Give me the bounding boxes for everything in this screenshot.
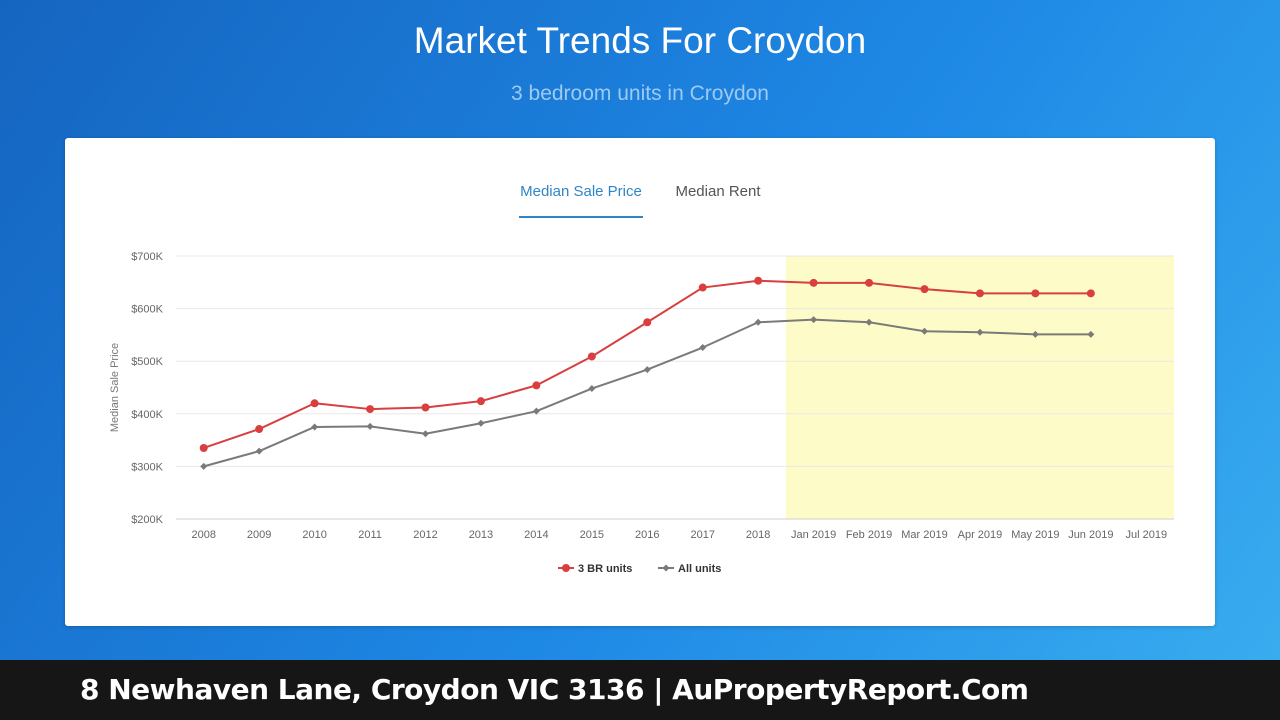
y-tick-label: $400K [131,409,163,421]
page-title: Market Trends For Croydon [413,20,867,61]
data-point-3br [975,289,984,298]
data-point-all [643,366,651,374]
chart-tabs: Median Sale Price Median Rent [65,182,1215,218]
data-point-all [422,430,429,438]
data-point-all [255,447,263,455]
x-tick-label: 2015 [580,529,604,541]
data-point-all [699,344,707,352]
x-tick-label: 2008 [191,529,215,541]
data-point-3br [587,352,596,361]
data-point-all [311,423,319,431]
data-point-3br [754,276,763,285]
tab-median-sale-price[interactable]: Median Sale Price [519,182,643,218]
footer-bar: 8 Newhaven Lane, Croydon VIC 3136 | AuPr… [0,660,1280,720]
y-axis-title: Median Sale Price [109,343,121,432]
data-point-all [921,327,928,335]
data-point-all [366,422,374,430]
data-point-all [865,318,873,326]
data-point-3br [199,443,208,452]
data-point-3br [1031,289,1040,298]
x-tick-label: Mar 2019 [901,529,947,541]
data-point-3br [643,318,652,327]
x-tick-label: 2012 [413,529,437,541]
data-point-3br [421,403,430,412]
y-tick-label: $500K [131,356,163,368]
data-point-all [200,462,208,470]
y-tick-label: $700K [131,251,163,263]
x-tick-label: 2013 [469,529,493,541]
chart-card: Median Sale Price Median Rent $200K $300K… [65,138,1215,626]
y-tick-label: $300K [131,461,163,473]
legend-label-3br: 3 BR units [578,563,632,575]
data-point-all [810,316,818,324]
data-point-3br [865,278,874,287]
data-point-all [477,419,485,427]
tab-median-rent[interactable]: Median Rent [675,183,761,200]
data-point-all [1087,330,1095,338]
y-tick-label: $200K [131,514,163,526]
data-point-3br [255,425,264,434]
data-point-all [976,328,984,336]
x-tick-label: 2017 [690,529,714,541]
legend-marker-3br [562,564,570,572]
data-point-all [532,407,540,415]
data-point-all [754,318,762,326]
data-point-3br [1086,289,1095,298]
x-tick-label: 2014 [524,529,548,541]
data-point-3br [476,397,485,406]
data-point-3br [532,381,541,390]
page-subtitle: 3 bedroom units in Croydon [511,82,769,105]
data-point-3br [920,285,929,294]
x-tick-label: 2009 [247,529,271,541]
footer-address: 8 Newhaven Lane, Croydon VIC 3136 | AuPr… [80,673,1029,706]
x-tick-label: 2016 [635,529,659,541]
x-tick-label: Feb 2019 [846,529,892,541]
x-tick-label: 2010 [302,529,326,541]
data-point-3br [809,278,818,287]
legend-label-all: All units [678,563,721,575]
x-tick-label: Jun 2019 [1068,529,1113,541]
x-tick-label: 2018 [746,529,770,541]
x-tick-label: Jul 2019 [1125,529,1167,541]
data-point-all [1031,330,1039,338]
x-tick-label: 2011 [358,529,382,541]
data-point-all [588,385,596,393]
legend-marker-all [662,564,670,572]
y-tick-label: $600K [131,304,163,316]
data-point-3br [698,283,707,292]
x-tick-label: Jan 2019 [791,529,836,541]
data-point-3br [310,399,319,408]
forecast-highlight-band [785,256,1174,519]
x-tick-label: Apr 2019 [958,529,1003,541]
line-chart: $200K $300K $400K $500K $600K $700K 2008 2009 20… [109,251,1174,575]
x-tick-label: May 2019 [1011,529,1059,541]
data-point-3br [366,405,375,414]
